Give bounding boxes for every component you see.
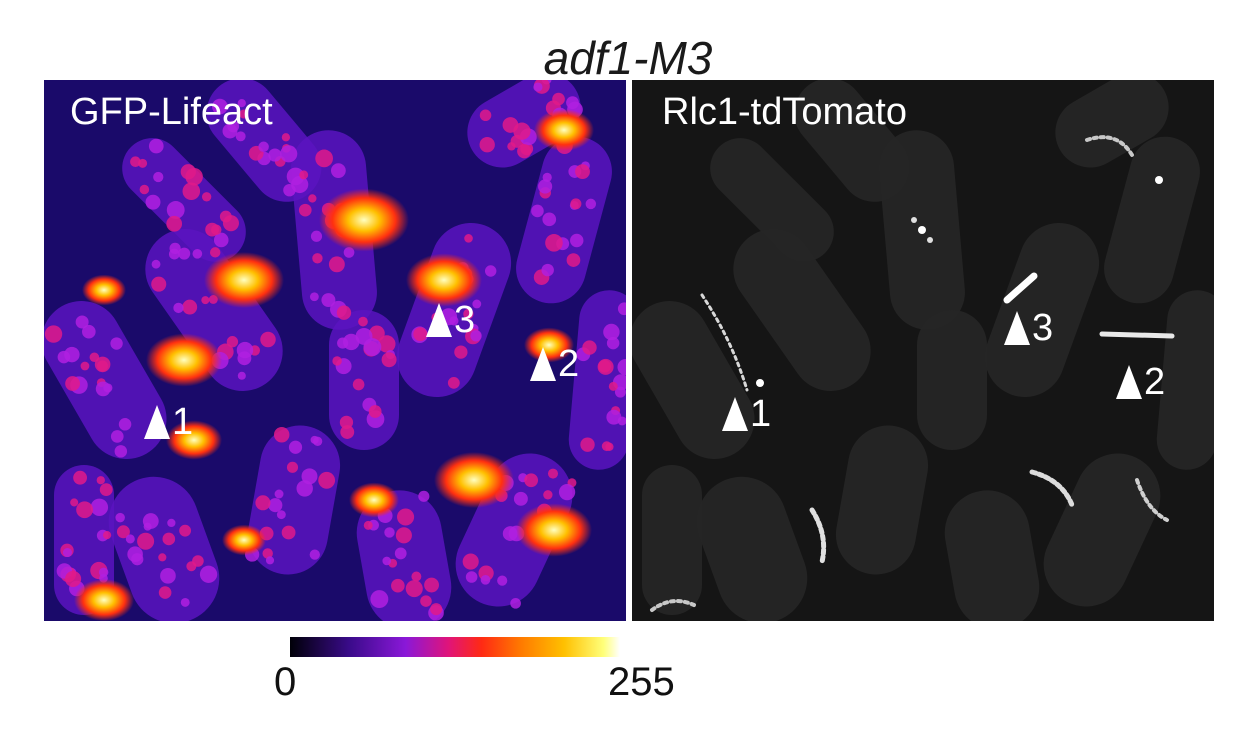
arrowhead-icon <box>1116 365 1142 399</box>
arrowhead-marker-2: 2 <box>1116 362 1165 402</box>
arrowhead-icon <box>1004 311 1030 345</box>
gfp-lifeact-panel: GFP-Lifeact 1 2 3 <box>44 80 626 621</box>
colorbar-min-label: 0 <box>274 660 297 704</box>
arrowhead-marker-1: 1 <box>144 402 193 442</box>
gfp-lifeact-image <box>44 80 626 621</box>
rlc1-tdtomato-label: Rlc1-tdTomato <box>662 91 907 133</box>
intensity-colorbar <box>290 637 620 657</box>
rlc1-tdtomato-image <box>632 80 1214 621</box>
colorbar-max-label: 255 <box>608 660 675 704</box>
arrowhead-marker-1: 1 <box>722 394 771 434</box>
arrowhead-marker-3: 3 <box>426 300 475 340</box>
arrowhead-icon <box>722 397 748 431</box>
arrowhead-icon <box>144 405 170 439</box>
gfp-lifeact-label: GFP-Lifeact <box>70 91 273 133</box>
arrowhead-marker-2: 2 <box>530 344 579 384</box>
arrowhead-icon <box>530 347 556 381</box>
panel-divider <box>626 80 632 621</box>
arrowhead-icon <box>426 303 452 337</box>
rlc1-tdtomato-panel: Rlc1-tdTomato 1 2 3 <box>632 80 1214 621</box>
figure-title: adf1-M3 <box>543 32 713 84</box>
arrowhead-marker-3: 3 <box>1004 308 1053 348</box>
